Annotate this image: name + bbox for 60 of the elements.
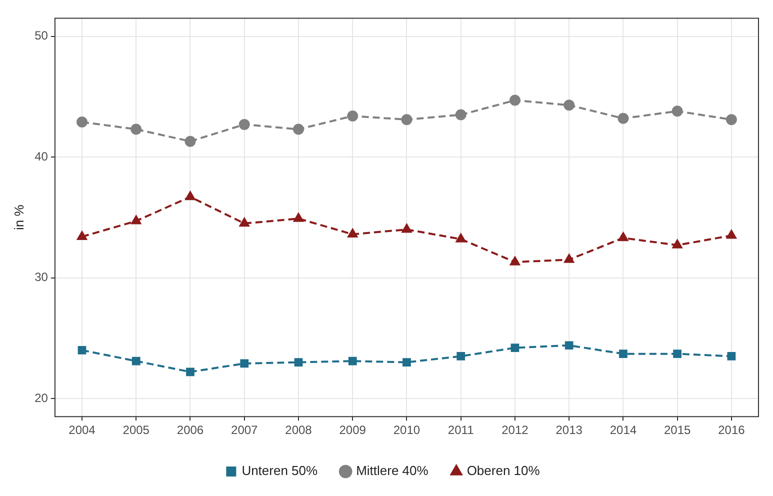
point [348,356,357,366]
legend-label: Mittlere 40% [356,463,429,478]
point [347,110,358,122]
point [76,116,88,128]
point [401,114,412,126]
x-tick-label: 2011 [448,423,474,438]
point [184,136,196,147]
point [130,124,142,135]
x-tick-label: 2008 [285,423,312,438]
point [564,341,574,350]
point [619,350,628,358]
point [456,234,466,242]
point [618,232,628,242]
x-tick-label: 2016 [718,423,746,438]
point [672,240,682,248]
point [402,358,411,366]
point [510,344,520,352]
y-axis-title: in % [11,204,26,230]
x-tick-label: 2010 [393,423,420,438]
point [238,118,250,130]
x-tick-label: 2013 [556,423,583,438]
x-tick-label: 2004 [68,423,96,438]
point [78,346,86,354]
point [240,359,249,368]
point [131,216,142,224]
x-tick-label: 2012 [502,423,529,438]
point [186,368,194,376]
point [727,352,736,360]
point [294,213,304,222]
point [456,352,466,360]
x-tick-label: 2014 [610,423,637,438]
y-tick-label: 40 [34,149,48,164]
point [348,228,358,238]
point [185,191,196,200]
y-tick-label: 30 [34,270,48,284]
point [509,94,520,106]
point [402,224,412,233]
point [618,112,629,124]
x-tick-label: 2005 [122,423,150,438]
legend-label: Unteren 50% [242,463,318,478]
x-tick-label: 2009 [339,423,366,438]
legend-label: Oberen 10% [466,463,540,478]
point [673,350,682,358]
point [672,106,683,117]
point [132,356,140,366]
point [455,109,466,120]
x-tick-label: 2006 [176,423,204,438]
x-tick-label: 2007 [231,423,258,438]
point [292,124,304,135]
point [564,254,574,263]
point [77,231,87,240]
point [294,358,303,366]
point [510,256,520,266]
x-tick-label: 2015 [664,423,691,438]
y-tick-label: 50 [34,28,48,43]
point [239,218,250,227]
point [726,230,736,239]
point [726,114,737,126]
point [564,100,575,111]
y-tick-label: 20 [34,390,48,405]
